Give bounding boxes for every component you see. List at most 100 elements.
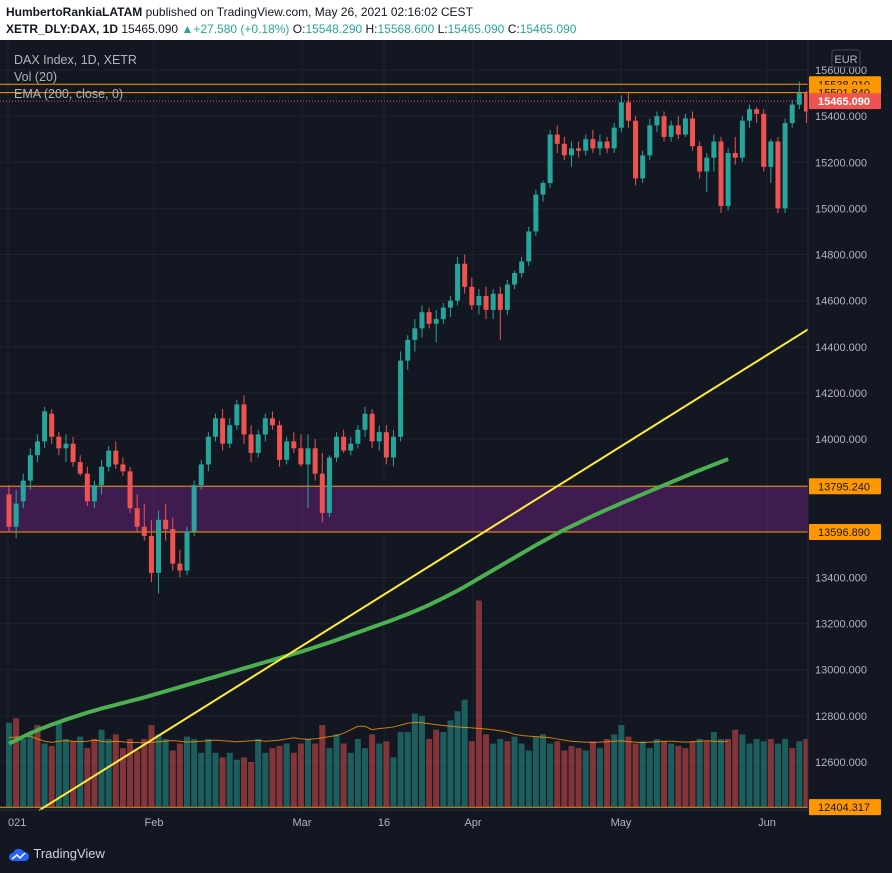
candle [419, 312, 425, 329]
candle [191, 485, 197, 532]
candle [789, 104, 795, 124]
volume-bars [6, 600, 846, 808]
candle [803, 93, 809, 112]
volume-bar [77, 736, 84, 808]
volume-bar [219, 757, 226, 808]
tradingview-logo[interactable]: TradingView [8, 846, 105, 862]
candle [469, 286, 475, 306]
price-label-text: 12404.317 [818, 802, 870, 814]
candle [156, 519, 162, 573]
candle [611, 127, 617, 149]
time-tick-label: May [611, 817, 632, 829]
candle [568, 148, 574, 156]
volume-bar [27, 734, 34, 808]
volume-bar [48, 745, 55, 808]
author-name[interactable]: HumbertoRankiaLATAM [6, 5, 143, 19]
chart-legend: DAX Index, 1D, XETR Vol (20) EMA (200, c… [14, 52, 137, 103]
change-value: +27.580 (+0.18%) [193, 22, 290, 36]
candle [618, 102, 624, 128]
candle [412, 328, 418, 340]
legend-title[interactable]: DAX Index, 1D, XETR [14, 53, 137, 67]
time-tick-label: Feb [145, 817, 164, 829]
candle [519, 261, 525, 273]
price-axis[interactable]: 15600.000 15400.000 15200.000 15000.000 1480… [815, 65, 867, 769]
volume-bar [6, 722, 12, 808]
candle [447, 300, 453, 308]
candle [163, 519, 169, 530]
volume-bar [91, 738, 98, 808]
volume-bar [746, 743, 753, 808]
candle [426, 312, 432, 324]
candle [754, 109, 760, 114]
legend-vol[interactable]: Vol (20) [14, 70, 58, 84]
open-value: 15548.290 [305, 22, 363, 36]
candle [6, 494, 12, 527]
volume-bar [290, 752, 297, 808]
trend-line-segment [38, 320, 822, 812]
volume-bar [604, 738, 611, 808]
low-value: 15465.090 [447, 22, 505, 36]
volume-bar [41, 743, 48, 808]
volume-bar [418, 715, 425, 808]
volume-bar [789, 748, 796, 808]
price-tick-label: 15200.000 [815, 157, 867, 169]
volume-bar [440, 732, 447, 808]
candle [141, 526, 147, 536]
volume-bar [184, 736, 190, 808]
candle [362, 413, 368, 430]
candle [590, 139, 596, 149]
volume-bar [682, 748, 689, 808]
candle [334, 436, 340, 458]
publish-line: HumbertoRankiaLATAM published on Trading… [6, 5, 473, 19]
candle [77, 462, 83, 474]
volume-bar [127, 738, 134, 808]
volume-bar [532, 736, 539, 808]
volume-bar [568, 745, 575, 808]
price-chart[interactable]: 15600.000 15400.000 15200.000 15000.000 1480… [0, 40, 892, 832]
candle [455, 263, 461, 301]
volume-bar [212, 752, 219, 808]
price-label-text: 13596.890 [818, 527, 870, 539]
legend-ema[interactable]: EMA (200, close, 0) [14, 87, 124, 101]
candle [497, 293, 503, 310]
volume-bar [689, 741, 696, 808]
candle [49, 413, 55, 437]
candle [583, 139, 589, 151]
volume-bar [468, 741, 475, 808]
candle [113, 450, 119, 465]
volume-bar [155, 734, 162, 808]
price-tick-label: 15400.000 [815, 111, 867, 123]
candle [184, 531, 190, 571]
volume-bar [661, 741, 668, 808]
candles [6, 76, 845, 594]
volume-bar [383, 741, 390, 808]
volume-bar [20, 738, 27, 808]
grid [0, 40, 808, 810]
candle [241, 404, 247, 435]
horizontal-lines [0, 83, 808, 808]
volume-bar [739, 734, 746, 808]
support-zone [0, 486, 808, 533]
time-tick-label: 021 [8, 817, 26, 829]
volume-bar [148, 725, 155, 808]
header-bar: HumbertoRankiaLATAM published on Trading… [0, 0, 892, 40]
volume-bar [319, 725, 326, 808]
volume-bar [475, 600, 482, 808]
candle [255, 434, 261, 453]
candle [341, 436, 347, 451]
price-tick-label: 12600.000 [815, 757, 867, 769]
volume-bar [305, 738, 312, 808]
candle [796, 93, 802, 105]
currency-box[interactable] [831, 49, 861, 68]
chart-area[interactable]: 15600.000 15400.000 15200.000 15000.000 1480… [0, 40, 892, 832]
volume-bar [490, 743, 497, 808]
candle [27, 455, 33, 481]
volume-bar [447, 720, 454, 808]
time-axis[interactable]: 021 Feb Mar 16 Apr May Jun [8, 817, 776, 829]
volume-bar [540, 734, 546, 808]
price-tick-label: 14200.000 [815, 388, 867, 400]
volume-bar [646, 748, 653, 808]
candle [433, 319, 439, 324]
price-labels: 15538.01015501.84015465.09013795.2401359… [809, 76, 881, 816]
price-tick-label: 13200.000 [815, 619, 867, 631]
